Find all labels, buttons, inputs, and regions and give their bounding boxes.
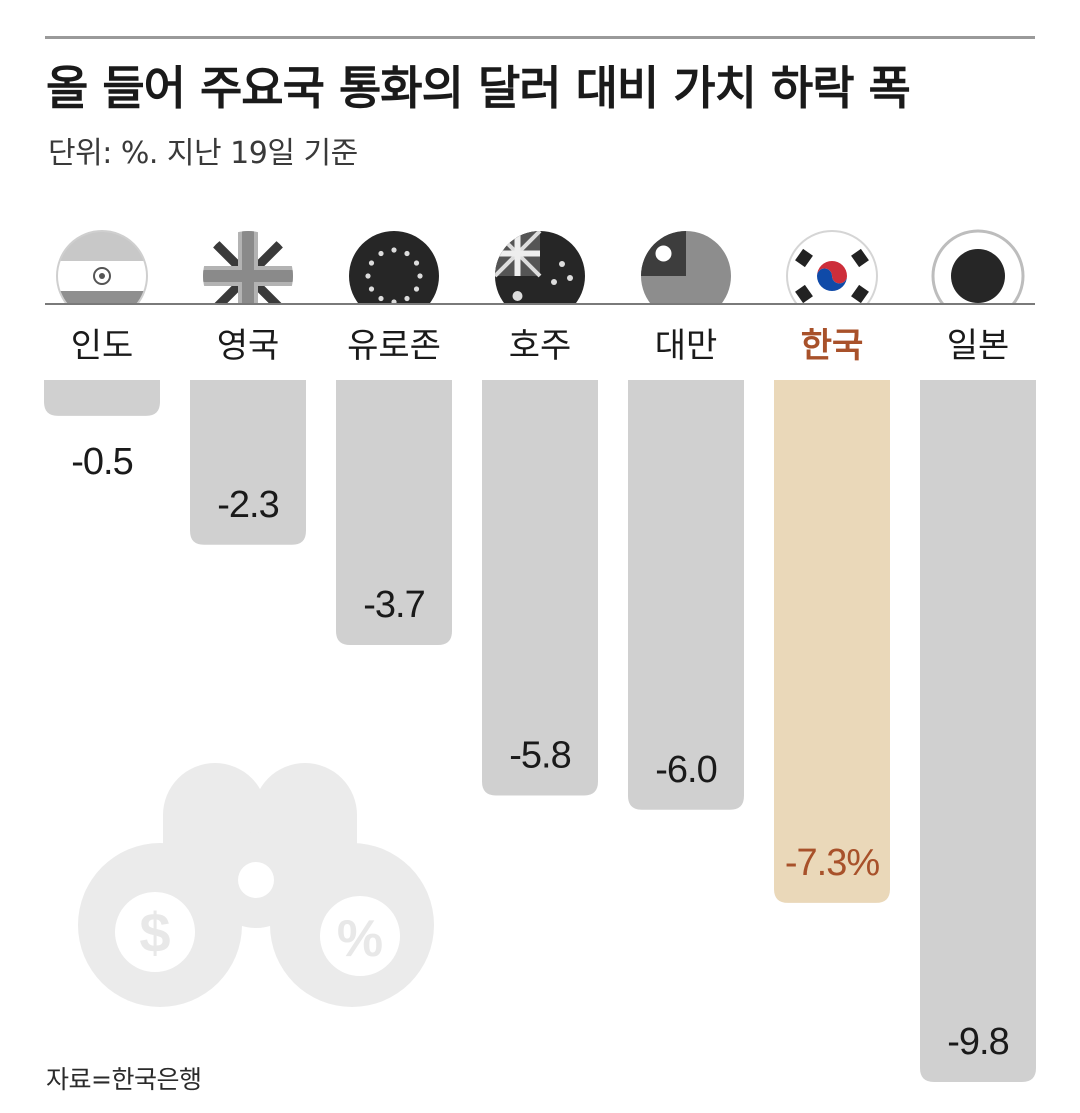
uk-flag-icon xyxy=(203,231,293,304)
category-label-4: 호주 xyxy=(509,326,572,366)
value-label-7: -9.8 xyxy=(947,1021,1008,1063)
value-label-4: -5.8 xyxy=(509,734,570,776)
bar-7 xyxy=(920,380,1036,1082)
taiwan-flag-icon xyxy=(641,231,731,304)
value-label-1: -0.5 xyxy=(71,441,132,483)
korea-flag-icon xyxy=(786,230,878,304)
dollar-coin-icon xyxy=(115,892,195,972)
japan-flag-icon xyxy=(931,229,1025,304)
category-label-6: 한국 xyxy=(801,326,864,366)
bar-5 xyxy=(628,380,744,810)
chart-title: 올 들어 주요국 통화의 달러 대비 가치 하락 폭 xyxy=(46,61,911,115)
category-label-7: 일본 xyxy=(947,326,1010,366)
value-label-2: -2.3 xyxy=(217,484,278,526)
svg-text:%: % xyxy=(337,910,383,968)
top-rule xyxy=(45,36,1035,39)
value-label-6: -7.3% xyxy=(785,842,879,884)
bar-2 xyxy=(190,380,306,545)
bar-6 xyxy=(774,380,890,903)
category-label-2: 영국 xyxy=(217,326,280,366)
binoculars-icon: $ % xyxy=(78,763,434,1007)
category-label-5: 대만 xyxy=(655,326,718,366)
category-label-1: 인도 xyxy=(71,326,134,366)
chart-subtitle: 단위: %. 지난 19일 기준 xyxy=(48,136,358,171)
percent-coin-icon xyxy=(320,896,400,976)
bar-3 xyxy=(336,380,452,646)
category-label-3: 유로존 xyxy=(347,326,441,366)
value-label-5: -6.0 xyxy=(655,749,716,791)
india-flag-icon xyxy=(56,230,148,304)
value-label-3: -3.7 xyxy=(363,584,424,626)
bar-4 xyxy=(482,380,598,796)
bar-1 xyxy=(44,380,160,416)
svg-text:$: $ xyxy=(139,901,170,964)
eu-flag-icon xyxy=(349,231,439,304)
source-note: 자료=한국은행 xyxy=(46,1065,202,1094)
australia-flag-icon xyxy=(495,231,585,304)
